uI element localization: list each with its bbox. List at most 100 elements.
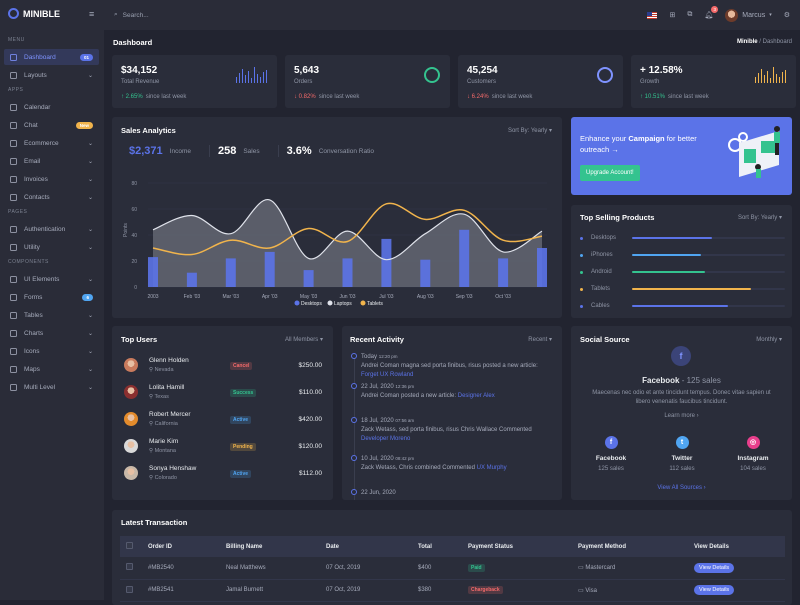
sidebar-item-calendar[interactable]: Calendar bbox=[4, 99, 99, 115]
sidebar-item-authentication[interactable]: Authentication ⌄ bbox=[4, 221, 99, 237]
breadcrumb-link[interactable]: Minible bbox=[736, 39, 758, 45]
user-row[interactable]: Sonya Henshaw ⚲ Colorado Active $112.00 bbox=[124, 463, 322, 483]
sidebar-item-icons[interactable]: Icons ⌄ bbox=[4, 343, 99, 359]
headline-name: Facebook bbox=[642, 376, 680, 385]
sidebar-item-utility[interactable]: Utility ⌄ bbox=[4, 239, 99, 255]
progress-bar bbox=[632, 236, 785, 240]
sidebar-item-multi-level[interactable]: Multi Level ⌄ bbox=[4, 379, 99, 395]
stat-spark-bars bbox=[235, 67, 267, 83]
sidebar-item-ui-elements[interactable]: UI Elements ⌄ bbox=[4, 271, 99, 287]
row-select-cell bbox=[120, 579, 148, 602]
row-checkbox[interactable] bbox=[126, 585, 133, 593]
sidebar-item-tables[interactable]: Tables ⌄ bbox=[4, 307, 99, 323]
menu-toggle-icon[interactable]: ≡ bbox=[89, 9, 95, 19]
spark-bar bbox=[262, 72, 264, 83]
search-box[interactable]: ⌕ Search... bbox=[114, 11, 149, 19]
sidebar-item-chat[interactable]: Chat New bbox=[4, 117, 99, 133]
sidebar-item-email[interactable]: Email ⌄ bbox=[4, 153, 99, 169]
progress-fill bbox=[632, 253, 701, 257]
product-row: Android bbox=[580, 268, 785, 276]
social-source-instagram[interactable]: ◎ Instagram 104 sales bbox=[720, 436, 786, 472]
social-source-twitter[interactable]: t Twitter 112 sales bbox=[649, 436, 715, 472]
members-filter-dropdown[interactable]: All Members ▾ bbox=[284, 337, 323, 343]
sidebar-item-dashboard[interactable]: Dashboard 01 bbox=[4, 49, 99, 65]
product-label: Cables bbox=[591, 303, 610, 309]
payment-status-cell: Chargeback bbox=[468, 579, 578, 602]
upgrade-account-button[interactable]: Upgrade Account! bbox=[580, 165, 640, 181]
stat-label: Total Revenue bbox=[121, 79, 160, 85]
select-all-checkbox[interactable] bbox=[126, 542, 133, 549]
order-id[interactable]: #MB2540 bbox=[148, 557, 226, 580]
activity-link[interactable]: UX Murphy bbox=[476, 465, 507, 471]
desktops-bar bbox=[459, 229, 470, 287]
order-total: $380 bbox=[418, 579, 468, 602]
order-date: 07 Oct, 2019 bbox=[326, 557, 418, 580]
legend-label[interactable]: Laptops bbox=[334, 301, 352, 307]
brand-logo[interactable]: MINIBLE bbox=[8, 8, 60, 19]
social-source-facebook[interactable]: f Facebook 125 sales bbox=[578, 436, 644, 472]
legend-label[interactable]: Desktops bbox=[301, 301, 322, 307]
view-details-button[interactable]: View Details bbox=[694, 562, 735, 573]
sidebar-item-forms[interactable]: Forms 6 bbox=[4, 289, 99, 305]
search-input[interactable]: Search... bbox=[122, 11, 149, 19]
sidebar-item-invoices[interactable]: Invoices ⌄ bbox=[4, 171, 99, 187]
view-details-cell: View Details bbox=[694, 579, 785, 602]
column-header: Payment Status bbox=[468, 536, 578, 557]
bullet-icon bbox=[580, 304, 583, 308]
stat-change: ↓ 6.24% since last week bbox=[467, 94, 532, 100]
user-row[interactable]: Glenn Holden ⚲ Nevada Cancel $250.00 bbox=[124, 355, 322, 375]
sidebar-item-ecommerce[interactable]: Ecommerce ⌄ bbox=[4, 135, 99, 151]
product-row: Desktops bbox=[580, 234, 785, 242]
sidebar-item-contacts[interactable]: Contacts ⌄ bbox=[4, 189, 99, 205]
user-row[interactable]: Marie Kim ⚲ Montana Pending $120.00 bbox=[124, 436, 322, 456]
user-row[interactable]: Lolita Hamill ⚲ Texas Success $110.00 bbox=[124, 382, 322, 402]
order-id[interactable]: #MB2541 bbox=[148, 579, 226, 602]
activity-time: 07:56 am bbox=[395, 418, 415, 423]
map-pin-icon: ⚲ bbox=[149, 367, 155, 373]
fullscreen-icon[interactable]: ⧉ bbox=[687, 11, 693, 18]
card-title: Sales Analytics bbox=[121, 126, 176, 135]
sidebar-item-maps[interactable]: Maps ⌄ bbox=[4, 361, 99, 377]
legend-label[interactable]: Tablets bbox=[367, 301, 383, 307]
legend-marker bbox=[294, 300, 300, 306]
desktops-bar bbox=[537, 248, 547, 287]
x-tick-label: Mar '03 bbox=[223, 294, 240, 300]
payment-method-cell: ▭ Visa bbox=[578, 579, 694, 602]
settings-gear-icon[interactable]: ⚙︎ bbox=[783, 12, 790, 19]
sort-dropdown[interactable]: Sort By: Yearly ▾ bbox=[737, 215, 782, 221]
chevron-down-icon: ⌄ bbox=[87, 330, 93, 337]
chevron-down-icon: ⌄ bbox=[87, 158, 93, 165]
user-name: Robert Mercer bbox=[149, 411, 191, 418]
view-all-sources-link[interactable]: View All Sources › bbox=[657, 485, 706, 491]
monthly-filter-dropdown[interactable]: Monthly ▾ bbox=[756, 337, 782, 343]
view-details-button[interactable]: View Details bbox=[694, 585, 735, 595]
activity-link[interactable]: Developer Moreno bbox=[361, 436, 411, 442]
spark-bar bbox=[253, 67, 255, 83]
progress-bar bbox=[632, 253, 785, 257]
notification-bell-icon[interactable]: 🔔︎ 3 bbox=[704, 6, 719, 19]
apps-grid-icon[interactable]: ⊞ bbox=[669, 12, 676, 19]
chevron-down-icon: ⌄ bbox=[87, 312, 93, 319]
activity-date: 10 Jul, 2020 bbox=[361, 456, 394, 462]
chevron-down-icon: ⌄ bbox=[87, 176, 93, 183]
user-menu[interactable]: Marcus ▾ bbox=[725, 8, 772, 22]
learn-more-link[interactable]: Learn more › bbox=[664, 413, 699, 419]
y-tick-label: 40 bbox=[131, 233, 137, 239]
chevron-down-icon: ▾ bbox=[769, 12, 772, 18]
activity-link[interactable]: Designer Alex bbox=[457, 393, 495, 399]
stat-label: Customers bbox=[467, 79, 497, 85]
user-row[interactable]: Robert Mercer ⚲ California Active $420.0… bbox=[124, 409, 322, 429]
sidebar-item-label: UI Elements bbox=[24, 275, 60, 283]
sort-dropdown[interactable]: Sort By: Yearly ▾ bbox=[507, 128, 552, 134]
row-checkbox[interactable] bbox=[126, 563, 133, 571]
language-flag-icon[interactable] bbox=[647, 11, 658, 19]
x-tick-label: Oct '03 bbox=[495, 294, 511, 300]
sidebar-item-charts[interactable]: Charts ⌄ bbox=[4, 325, 99, 341]
campaign-card: Enhance your Campaign for better outreac… bbox=[571, 117, 792, 195]
sidebar-item-layouts[interactable]: Layouts ⌄ bbox=[4, 67, 99, 83]
activity-link[interactable]: Forget UX Rowland bbox=[361, 372, 414, 378]
timeline-line bbox=[354, 356, 355, 500]
recent-filter-dropdown[interactable]: Recent ▾ bbox=[528, 337, 552, 343]
status-badge: Active bbox=[230, 416, 252, 424]
contacts-icon bbox=[10, 193, 17, 201]
